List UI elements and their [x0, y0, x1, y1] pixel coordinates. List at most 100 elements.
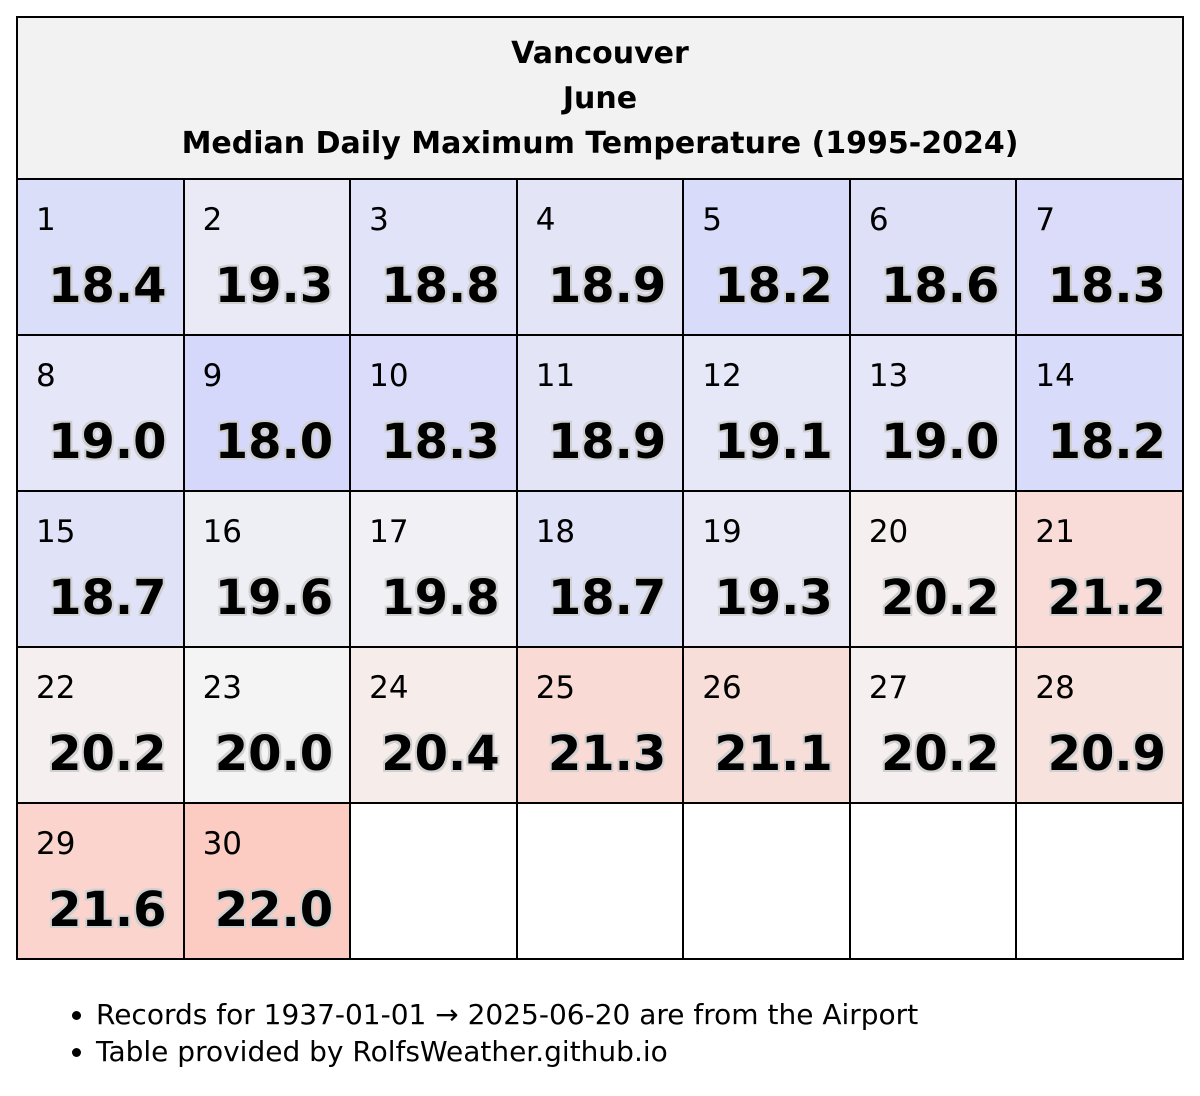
day-number: 1 — [36, 202, 56, 238]
day-number: 12 — [702, 358, 742, 394]
day-number: 3 — [369, 202, 389, 238]
day-cell: 12 19.1 — [682, 334, 851, 492]
day-value: 20.0 — [214, 726, 334, 782]
day-cell: 28 20.9 — [1015, 646, 1184, 804]
calendar-grid: 1 18.4 2 19.3 3 18.8 4 18.9 5 18.2 6 18.6 7 18.3 8 19.0… — [16, 178, 1184, 960]
day-value: 18.4 — [48, 258, 167, 314]
day-value: 21.1 — [714, 726, 833, 782]
empty-day-cell — [349, 802, 518, 960]
day-value: 18.7 — [547, 570, 667, 626]
day-cell: 23 20.0 — [182, 646, 352, 804]
day-cell: 25 21.3 — [515, 646, 685, 804]
day-number: 18 — [535, 514, 576, 550]
day-number: 25 — [535, 670, 576, 706]
day-number: 26 — [702, 670, 742, 706]
day-cell: 27 20.2 — [848, 646, 1018, 804]
day-value: 18.9 — [547, 414, 667, 470]
day-cell: 14 18.2 — [1015, 334, 1184, 492]
day-value: 19.3 — [714, 570, 833, 626]
day-number: 22 — [36, 670, 76, 706]
day-number: 21 — [1035, 514, 1075, 550]
day-cell: 6 18.6 — [848, 178, 1018, 336]
day-number: 30 — [202, 826, 243, 862]
day-number: 23 — [202, 670, 243, 706]
calendar-week-row: 8 19.0 9 18.0 10 18.3 11 18.9 12 19.1 13 19.0 14 18.2 — [16, 334, 1184, 492]
day-cell: 19 19.3 — [682, 490, 851, 648]
day-number: 8 — [36, 358, 56, 394]
day-number: 19 — [702, 514, 742, 550]
day-cell: 15 18.7 — [16, 490, 185, 648]
calendar-week-row: 1 18.4 2 19.3 3 18.8 4 18.9 5 18.2 6 18.6 7 18.3 — [16, 178, 1184, 336]
day-value: 18.8 — [381, 258, 500, 314]
day-value: 20.2 — [880, 570, 1000, 626]
day-number: 14 — [1035, 358, 1075, 394]
day-cell: 2 19.3 — [182, 178, 352, 336]
day-value: 19.3 — [214, 258, 334, 314]
day-number: 17 — [369, 514, 409, 550]
day-value: 18.3 — [381, 414, 500, 470]
calendar-week-row: 22 20.2 23 20.0 24 20.4 25 21.3 26 21.1 27 20.2 28 20… — [16, 646, 1184, 804]
day-number: 27 — [868, 670, 909, 706]
empty-day-cell — [682, 802, 851, 960]
day-value: 20.4 — [381, 726, 500, 782]
day-value: 20.9 — [1047, 726, 1166, 782]
chart-subtitle: Median Daily Maximum Temperature (1995-2… — [181, 125, 1019, 161]
day-value: 19.1 — [714, 414, 833, 470]
day-value: 18.2 — [1047, 414, 1166, 470]
day-number: 28 — [1035, 670, 1075, 706]
day-cell: 16 19.6 — [182, 490, 352, 648]
day-value: 18.7 — [48, 570, 167, 626]
day-value: 19.8 — [381, 570, 500, 626]
empty-day-cell — [848, 802, 1018, 960]
day-cell: 10 18.3 — [349, 334, 518, 492]
day-number: 15 — [36, 514, 76, 550]
day-value: 21.6 — [48, 882, 167, 938]
day-cell: 30 22.0 — [182, 802, 352, 960]
day-cell: 7 18.3 — [1015, 178, 1184, 336]
month-title: June — [562, 80, 638, 116]
calendar-week-row: 15 18.7 16 19.6 17 19.8 18 18.7 19 19.3 20 20.2 21 21… — [16, 490, 1184, 648]
day-cell: 11 18.9 — [515, 334, 685, 492]
day-value: 21.2 — [1047, 570, 1166, 626]
day-cell: 1 18.4 — [16, 178, 185, 336]
calendar-header: Vancouver June Median Daily Maximum Temp… — [16, 16, 1184, 180]
day-number: 4 — [535, 202, 556, 238]
day-cell: 4 18.9 — [515, 178, 685, 336]
day-number: 10 — [369, 358, 409, 394]
day-number: 2 — [202, 202, 223, 238]
day-cell: 8 19.0 — [16, 334, 185, 492]
note-item: Table provided by RolfsWeather.github.io — [96, 1033, 918, 1070]
day-cell: 9 18.0 — [182, 334, 352, 492]
day-value: 19.0 — [48, 414, 167, 470]
notes-list: Records for 1937-01-01 → 2025-06-20 are … — [48, 996, 918, 1070]
day-number: 6 — [868, 202, 889, 238]
day-value: 20.2 — [880, 726, 1000, 782]
day-value: 22.0 — [214, 882, 334, 938]
day-number: 20 — [868, 514, 909, 550]
day-value: 18.9 — [547, 258, 667, 314]
day-value: 18.0 — [214, 414, 334, 470]
day-value: 18.3 — [1047, 258, 1166, 314]
day-number: 9 — [202, 358, 223, 394]
day-number: 5 — [702, 202, 722, 238]
day-cell: 29 21.6 — [16, 802, 185, 960]
day-value: 19.6 — [214, 570, 334, 626]
day-cell: 24 20.4 — [349, 646, 518, 804]
day-cell: 17 19.8 — [349, 490, 518, 648]
day-cell: 20 20.2 — [848, 490, 1018, 648]
day-cell: 21 21.2 — [1015, 490, 1184, 648]
day-value: 18.2 — [714, 258, 833, 314]
day-number: 13 — [868, 358, 909, 394]
empty-day-cell — [515, 802, 685, 960]
day-cell: 13 19.0 — [848, 334, 1018, 492]
day-number: 24 — [369, 670, 409, 706]
day-cell: 18 18.7 — [515, 490, 685, 648]
note-item: Records for 1937-01-01 → 2025-06-20 are … — [96, 996, 918, 1033]
day-cell: 5 18.2 — [682, 178, 851, 336]
day-cell: 3 18.8 — [349, 178, 518, 336]
day-number: 11 — [535, 358, 576, 394]
day-value: 18.6 — [880, 258, 1000, 314]
day-value: 19.0 — [880, 414, 1000, 470]
day-value: 21.3 — [547, 726, 667, 782]
calendar-week-row: 29 21.6 30 22.0 — [16, 802, 1184, 960]
